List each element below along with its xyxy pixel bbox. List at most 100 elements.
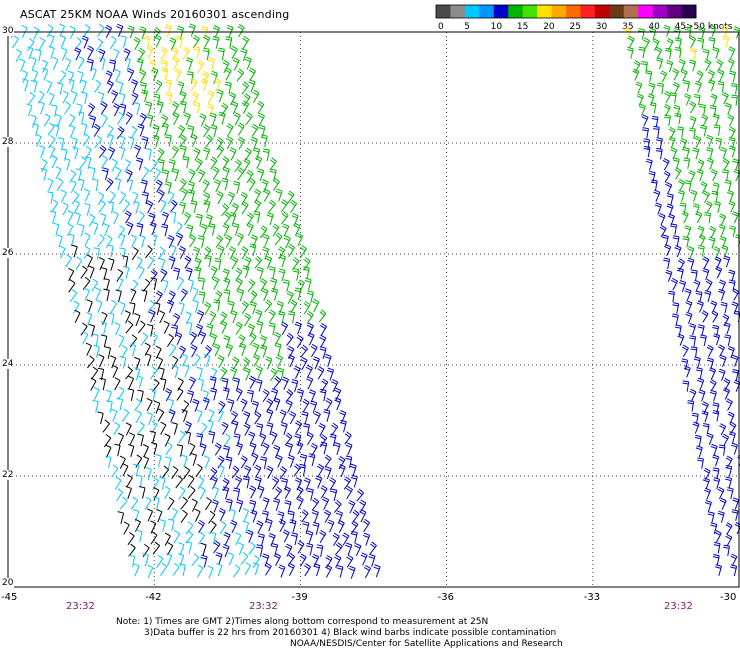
wind-barb	[678, 178, 686, 192]
wind-barb	[142, 444, 149, 458]
wind-barb	[175, 35, 183, 49]
wind-barb	[65, 57, 72, 71]
wind-barb	[202, 179, 210, 193]
wind-barb	[121, 255, 129, 268]
wind-barb	[131, 246, 139, 261]
wind-barb	[285, 389, 294, 403]
wind-barb	[281, 211, 289, 225]
wind-barb	[196, 564, 204, 578]
wind-barb	[350, 474, 358, 488]
wind-barb	[139, 112, 147, 127]
wind-barb	[727, 411, 735, 424]
wind-barb	[46, 24, 54, 38]
wind-barb	[106, 124, 114, 139]
wind-barb	[257, 485, 265, 499]
wind-barb	[80, 322, 88, 336]
colorbar-swatch	[594, 5, 610, 18]
wind-barb	[160, 268, 168, 282]
wind-barb	[116, 81, 124, 95]
wind-barb	[88, 323, 96, 337]
wind-barb	[210, 156, 218, 170]
wind-barb	[655, 137, 663, 149]
wind-barb	[149, 221, 157, 235]
wind-barb	[295, 232, 304, 247]
wind-barb	[164, 134, 172, 147]
wind-barb	[161, 211, 169, 225]
wind-barb	[47, 122, 55, 136]
wind-barb	[695, 290, 703, 303]
wind-barb	[294, 287, 302, 301]
wind-barb	[154, 400, 161, 414]
wind-barb	[682, 380, 690, 392]
wind-barb	[691, 412, 699, 425]
wind-barb	[333, 442, 341, 455]
wind-barb	[324, 564, 333, 578]
wind-barb	[727, 58, 735, 71]
wind-barb	[98, 48, 106, 62]
latitude-tick: 26	[1, 248, 15, 258]
wind-barb	[689, 101, 697, 114]
wind-barb	[100, 267, 108, 280]
wind-barb	[111, 464, 119, 478]
colorbar-swatch	[479, 5, 495, 18]
wind-barb	[249, 243, 257, 257]
wind-barb	[231, 202, 239, 216]
wind-barb	[187, 390, 195, 403]
wind-barb	[169, 199, 178, 213]
wind-barb	[280, 321, 289, 335]
wind-barb	[300, 453, 308, 467]
wind-barb	[109, 59, 117, 73]
wind-barb	[114, 322, 121, 336]
wind-barb	[183, 466, 191, 480]
wind-barb	[181, 409, 188, 423]
wind-barb	[290, 532, 298, 545]
wind-barb	[722, 35, 730, 48]
wind-barb	[93, 247, 100, 260]
wind-barb	[287, 562, 295, 576]
wind-barb	[696, 300, 704, 313]
wind-barb	[119, 301, 126, 315]
wind-barb	[317, 366, 325, 380]
wind-barb	[94, 135, 103, 149]
wind-barb	[227, 398, 235, 412]
wind-barb	[637, 28, 645, 40]
wind-barb	[706, 432, 714, 445]
wind-barb	[683, 157, 691, 169]
wind-barb	[187, 474, 195, 488]
wind-barb	[177, 276, 185, 290]
wind-barb	[197, 309, 205, 324]
wind-barb	[164, 387, 173, 402]
wind-barb	[59, 23, 66, 37]
wind-barb	[35, 133, 42, 147]
wind-barb	[330, 488, 338, 502]
wind-barb	[186, 224, 194, 238]
wind-barb	[730, 82, 738, 95]
wind-barb	[146, 508, 153, 522]
wind-barb	[127, 388, 135, 401]
wind-barb	[319, 529, 327, 544]
wind-barb	[694, 434, 702, 447]
wind-barb	[632, 68, 640, 81]
longitude-tick: -36	[437, 592, 454, 603]
wind-barb	[704, 212, 711, 224]
wind-barb	[723, 387, 731, 400]
wind-barb	[178, 245, 186, 260]
wind-barb	[714, 530, 722, 543]
wind-barb	[664, 114, 671, 127]
wind-barb	[146, 324, 154, 337]
wind-barb	[262, 553, 270, 567]
wind-barb	[222, 156, 230, 170]
wind-barb	[115, 488, 124, 502]
wind-barb	[259, 344, 268, 358]
wind-barb	[373, 564, 381, 578]
wind-barb	[195, 213, 203, 227]
wind-barb	[220, 102, 229, 116]
wind-barb	[133, 144, 142, 158]
wind-barb	[26, 103, 33, 117]
colorbar-swatch	[436, 5, 451, 18]
wind-barb	[705, 278, 713, 292]
wind-barb	[717, 486, 725, 500]
wind-barb	[231, 465, 240, 479]
wind-barb	[219, 520, 227, 535]
wind-barb	[274, 232, 283, 246]
